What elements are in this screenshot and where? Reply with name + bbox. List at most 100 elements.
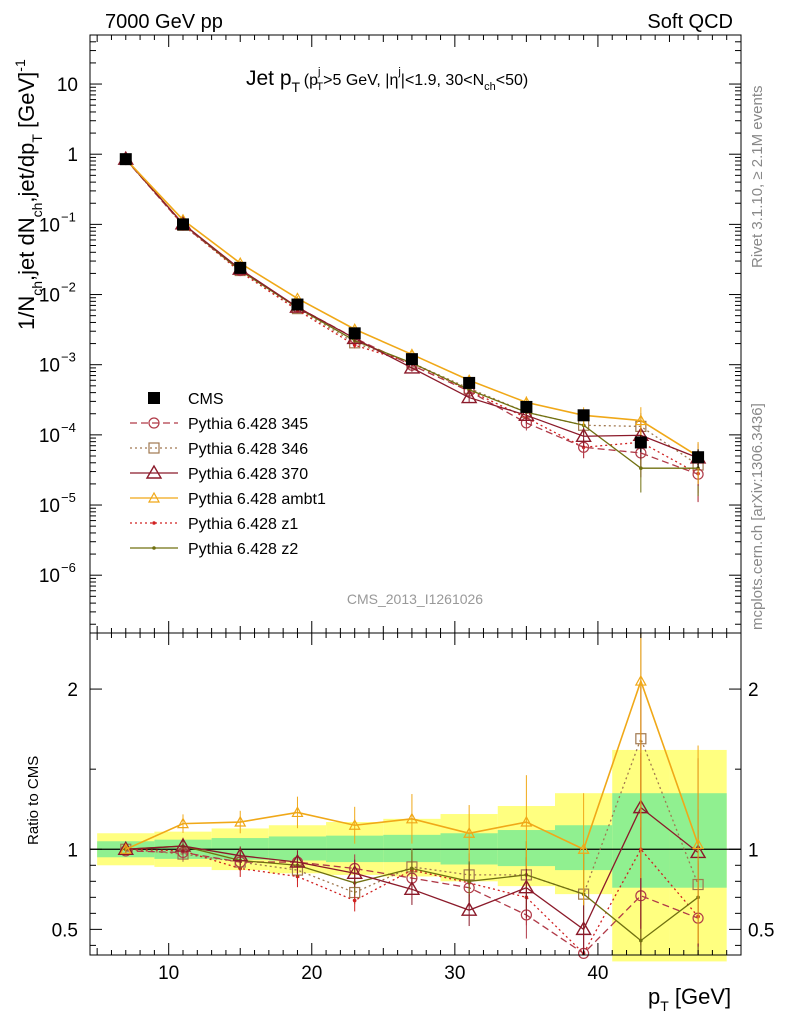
legend-label-ambt1: Pythia 6.428 ambt1	[188, 491, 326, 508]
title-main: Jet p	[246, 67, 292, 90]
legend-label-z2: Pythia 6.428 z2	[188, 541, 298, 558]
main-point-cms	[234, 261, 247, 274]
main-y-tick-mantissa: 10	[39, 496, 60, 517]
main-point-cms	[634, 436, 647, 449]
ratio-point-z2	[467, 879, 471, 884]
title-eta-sup: j	[397, 66, 400, 78]
legend-item-p345: Pythia 6.428 345	[130, 416, 308, 433]
legend-marker-z1	[152, 521, 156, 525]
main-y-tick-label: 10	[39, 426, 60, 447]
main-point-cms	[463, 376, 476, 389]
ylabel-a-sub: ch	[29, 281, 45, 296]
ratio-point-ambt1	[348, 819, 361, 830]
legend-item-cms: CMS	[148, 391, 224, 408]
main-line-z1	[125, 158, 699, 475]
main-point-cms	[348, 327, 361, 340]
analysis-watermark: CMS_2013_I1261026	[347, 591, 483, 607]
ratio-frame	[89, 632, 742, 956]
main-point-cms	[119, 153, 132, 166]
xlabel-a: p	[648, 984, 660, 1009]
main-point-cms	[405, 353, 418, 366]
main-series-cms	[119, 153, 705, 469]
header-right: Soft QCD	[647, 11, 733, 33]
main-y-axis-label: 1/Nch,jet dNch,jet/dpT [GeV]-1	[12, 59, 45, 330]
ratio-y-tick-label: 0.5	[52, 920, 78, 941]
main-y-tick-label: 10	[39, 215, 60, 236]
x-tick-label: 20	[301, 963, 322, 984]
ratio-point-p370	[460, 901, 478, 916]
ylabel-c-sub: T	[29, 134, 45, 143]
title-cond-sup: j	[317, 66, 320, 78]
ylabel-a: 1/N	[14, 296, 39, 330]
main-y-tick-label: 10	[39, 496, 60, 517]
main-y-tick-exponent: −6	[61, 560, 76, 575]
title-nch-sub: ch	[484, 81, 496, 93]
legend-item-p346: Pythia 6.428 346	[130, 441, 308, 458]
title-cond-open: (p	[304, 72, 318, 89]
ratio-point-p370	[289, 853, 306, 868]
ylabel-b-sub: ch	[29, 203, 45, 218]
main-series-ambt1	[119, 152, 705, 485]
main-y-tick-mantissa: 10	[39, 286, 60, 307]
ratio-point-p370	[174, 837, 192, 852]
ratio-y-tick-label-right: 0.5	[748, 920, 774, 941]
legend-marker-z2	[152, 546, 156, 550]
legend-marker-cms	[148, 392, 160, 404]
main-y-tick-mantissa: 1	[67, 145, 78, 166]
ratio-point-ambt1	[234, 815, 247, 827]
legend-label-p346: Pythia 6.428 346	[188, 441, 308, 458]
main-point-p370	[460, 389, 478, 404]
ratio-point-p370	[232, 847, 249, 862]
legend-label-cms: CMS	[188, 391, 224, 408]
legend-label-p345: Pythia 6.428 345	[188, 416, 308, 433]
title-cond-sub: T	[316, 81, 323, 93]
ylabel-d: [GeV]	[14, 72, 39, 134]
main-y-tick-exponent: −1	[61, 209, 76, 224]
ratio-series-ambt1	[119, 633, 705, 944]
ylabel-c: ,jet/dp	[14, 143, 39, 203]
ratio-y-tick-label-right: 1	[748, 840, 759, 861]
ratio-point-p370	[403, 880, 421, 896]
ratio-point-ambt1	[463, 827, 476, 838]
main-y-tick-exponent: −4	[61, 420, 76, 435]
ratio-point-ambt1	[405, 812, 418, 824]
main-y-tick-mantissa: 10	[39, 426, 60, 447]
ratio-point-z2	[639, 938, 643, 943]
main-y-tick-mantissa: 10	[39, 566, 60, 587]
ratio-point-ambt1	[577, 843, 590, 854]
legend-marker-p370	[145, 464, 163, 479]
ratio-point-ambt1	[176, 817, 190, 829]
chart-title: Jet pT (pj T>5 GeV, |ηj|<1.9, 30<Nch<50)	[246, 66, 528, 95]
x-tick-label: 30	[444, 963, 465, 984]
ratio-point-p370	[518, 879, 535, 894]
legend-marker-p346	[148, 442, 160, 454]
main-y-tick-label: 10	[39, 356, 60, 377]
ratio-point-ambt1	[692, 838, 705, 850]
x-tick-label: 10	[158, 963, 179, 984]
main-point-cms	[692, 451, 705, 464]
title-cond-mid: >5 GeV, |η	[323, 72, 398, 89]
main-point-p370	[403, 359, 421, 374]
main-line-ambt1	[125, 158, 699, 457]
main-y-tick-mantissa: 10	[57, 75, 78, 96]
ratio-point-p370	[346, 864, 363, 879]
main-y-tick-mantissa: 10	[39, 215, 60, 236]
main-point-p370	[575, 427, 592, 442]
ratio-y-axis-label: Ratio to CMS	[25, 756, 42, 845]
main-point-cms	[520, 400, 533, 413]
xlabel-b: [GeV]	[669, 984, 731, 1009]
ratio-point-ambt1	[634, 674, 647, 686]
ratio-y-tick-label-right: 2	[748, 680, 759, 701]
main-point-z1	[352, 343, 357, 347]
title-cond-end-a: |<1.9, 30<N	[401, 72, 484, 89]
main-point-cms	[177, 218, 189, 231]
legend-item-ambt1: Pythia 6.428 ambt1	[130, 491, 326, 508]
xlabel-a-sub: T	[660, 998, 669, 1014]
main-point-cms	[577, 409, 590, 422]
main-y-tick-label: 10	[39, 286, 60, 307]
ylabel-b: ,jet dN	[14, 217, 39, 281]
main-y-tick-label: 10	[57, 75, 78, 96]
legend-item-z1: Pythia 6.428 z1	[130, 516, 298, 533]
